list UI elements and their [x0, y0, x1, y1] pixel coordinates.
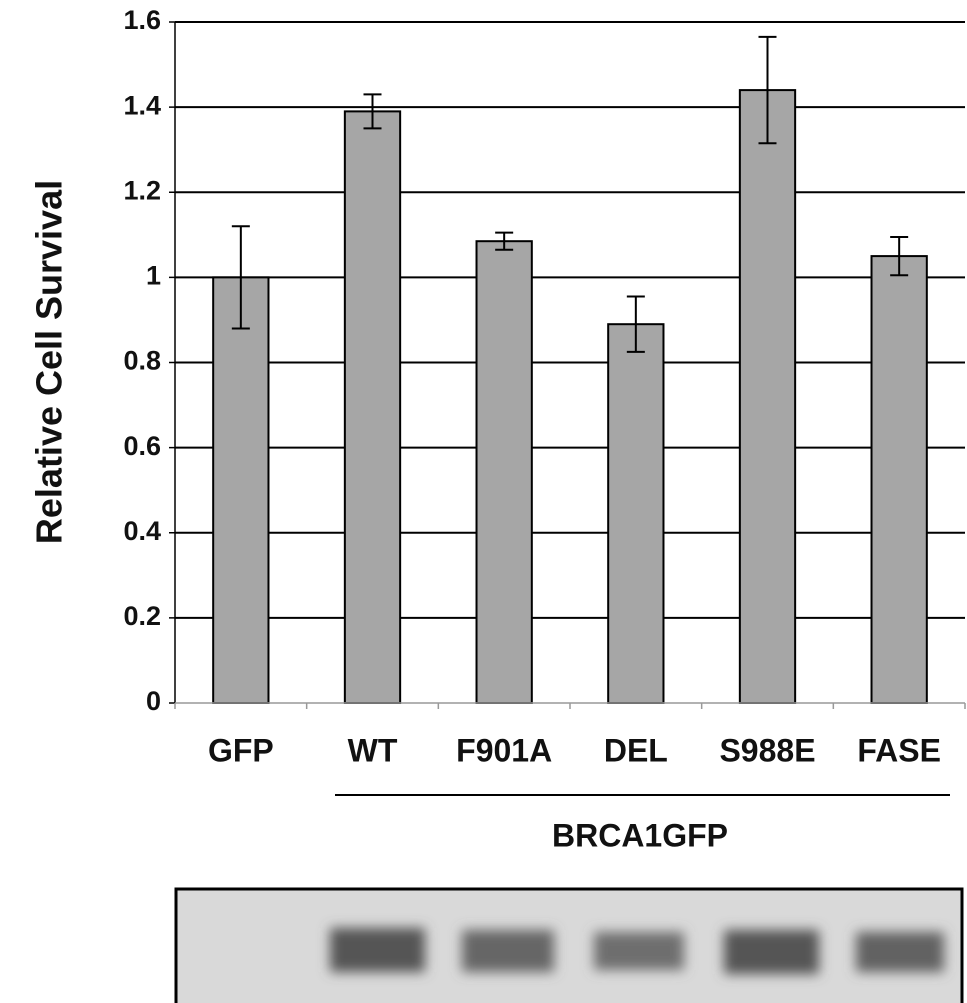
bar: [872, 256, 927, 703]
x-tick-label: F901A: [456, 732, 552, 768]
chart: Relative Cell Survival BRCA1GFP 0 0.2 0.4 0…: [0, 0, 967, 1003]
x-tick-label: WT: [348, 732, 398, 768]
bar: [740, 90, 795, 703]
bar: [345, 111, 400, 703]
group-label: BRCA1GFP: [552, 817, 728, 853]
bar: [213, 277, 268, 703]
x-tick-label: GFP: [208, 732, 274, 768]
y-tick-label: 0.6: [123, 431, 161, 461]
western-blot: [176, 889, 962, 1003]
y-tick-label: 1.2: [123, 175, 161, 205]
bar: [477, 241, 532, 703]
blot-band: [330, 928, 425, 972]
x-tick-label: S988E: [719, 732, 815, 768]
blot-band: [724, 930, 819, 974]
y-tick-label: 0.2: [123, 601, 161, 631]
y-axis-label: Relative Cell Survival: [29, 180, 70, 544]
y-tick-label: 1: [146, 261, 161, 291]
blot-band: [594, 932, 684, 970]
bar: [608, 324, 663, 703]
y-tick-label: 0.8: [123, 346, 161, 376]
y-tick-label: 0.4: [123, 516, 161, 546]
blot-band: [856, 932, 944, 972]
page: Relative Cell Survival BRCA1GFP 0 0.2 0.4 0…: [0, 0, 967, 1003]
y-tick-label: 0: [146, 686, 161, 716]
y-tick-label: 1.4: [123, 90, 161, 120]
blot-frame: [176, 889, 962, 1003]
blot-band: [462, 930, 554, 972]
y-tick-label: 1.6: [123, 5, 161, 35]
x-tick-label: DEL: [604, 732, 668, 768]
x-tick-label: FASE: [857, 732, 941, 768]
